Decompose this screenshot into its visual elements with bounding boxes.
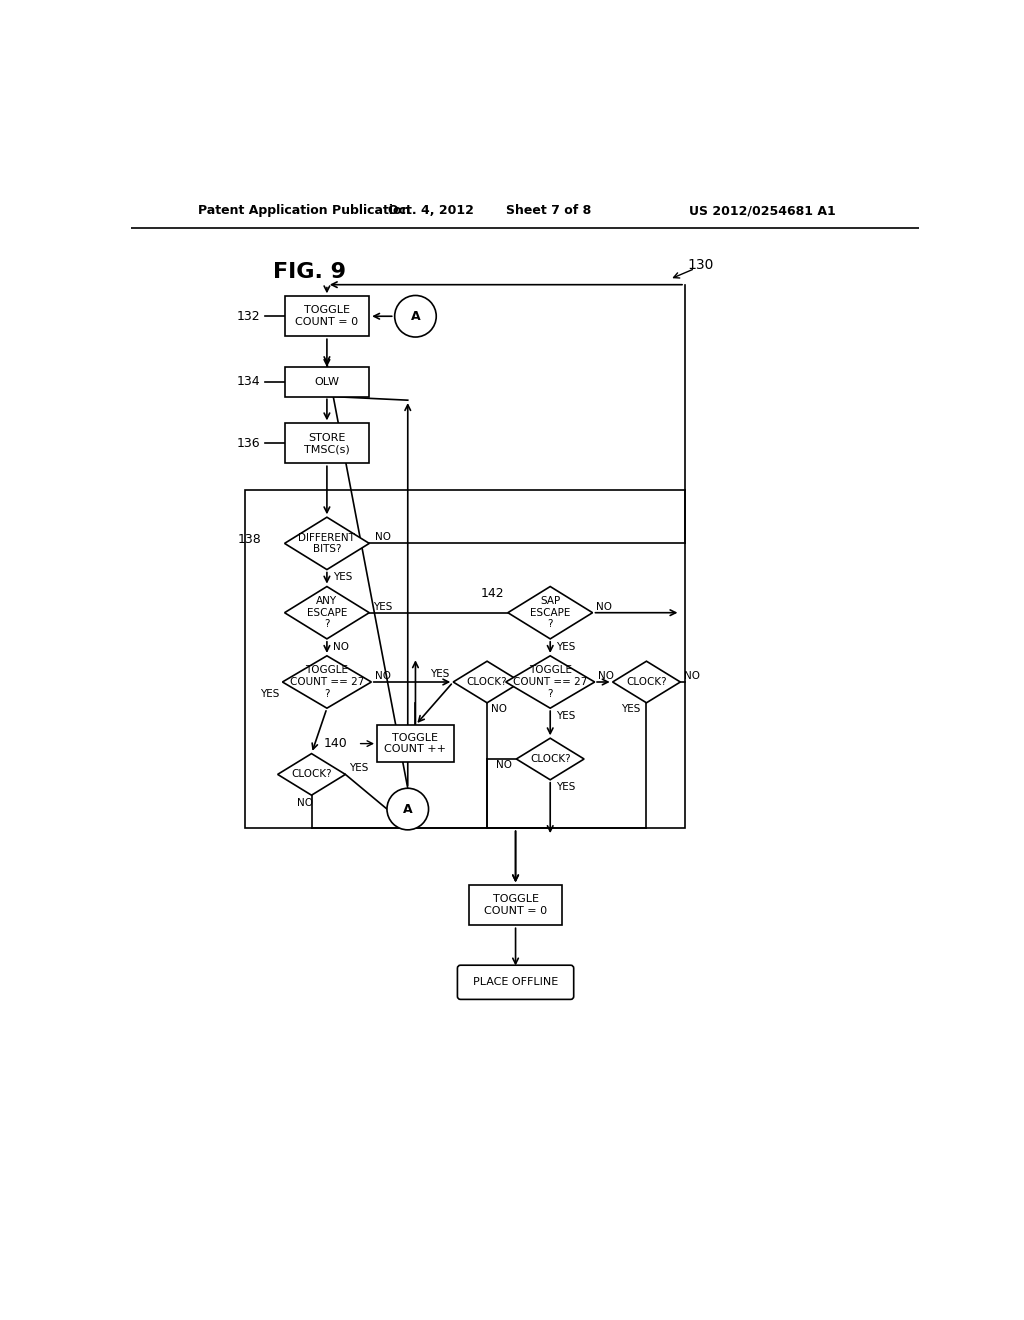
Text: YES: YES bbox=[333, 573, 352, 582]
Text: 138: 138 bbox=[238, 533, 261, 546]
Text: 136: 136 bbox=[237, 437, 260, 450]
FancyBboxPatch shape bbox=[285, 367, 370, 397]
Text: STORE
TMSC(s): STORE TMSC(s) bbox=[304, 433, 350, 454]
Text: PLACE OFFLINE: PLACE OFFLINE bbox=[473, 977, 558, 987]
Text: TOGGLE
COUNT = 0: TOGGLE COUNT = 0 bbox=[295, 305, 358, 327]
Text: Patent Application Publication: Patent Application Publication bbox=[199, 205, 411, 218]
Polygon shape bbox=[508, 586, 593, 639]
Text: ANY
ESCAPE
?: ANY ESCAPE ? bbox=[307, 597, 347, 630]
Circle shape bbox=[387, 788, 429, 830]
Text: YES: YES bbox=[556, 642, 575, 652]
Text: NO: NO bbox=[375, 671, 390, 681]
Text: TOGGLE
COUNT == 27
?: TOGGLE COUNT == 27 ? bbox=[290, 665, 365, 698]
FancyBboxPatch shape bbox=[469, 886, 562, 925]
Text: 132: 132 bbox=[237, 310, 260, 323]
Polygon shape bbox=[283, 656, 372, 708]
Polygon shape bbox=[285, 586, 370, 639]
Text: YES: YES bbox=[621, 704, 640, 714]
FancyBboxPatch shape bbox=[285, 424, 370, 463]
Text: NO: NO bbox=[376, 532, 391, 543]
Text: FIG. 9: FIG. 9 bbox=[273, 263, 346, 282]
Text: CLOCK?: CLOCK? bbox=[626, 677, 667, 686]
Text: NO: NO bbox=[490, 704, 507, 714]
Text: CLOCK?: CLOCK? bbox=[467, 677, 507, 686]
Text: US 2012/0254681 A1: US 2012/0254681 A1 bbox=[688, 205, 836, 218]
Text: NO: NO bbox=[497, 760, 512, 770]
Text: NO: NO bbox=[598, 671, 614, 681]
Polygon shape bbox=[454, 661, 521, 702]
Text: A: A bbox=[411, 310, 420, 323]
Text: 142: 142 bbox=[480, 587, 504, 601]
FancyBboxPatch shape bbox=[377, 725, 454, 762]
Text: SAP
ESCAPE
?: SAP ESCAPE ? bbox=[530, 597, 570, 630]
Text: Sheet 7 of 8: Sheet 7 of 8 bbox=[506, 205, 591, 218]
Text: Oct. 4, 2012: Oct. 4, 2012 bbox=[388, 205, 474, 218]
Text: YES: YES bbox=[349, 763, 369, 774]
FancyBboxPatch shape bbox=[458, 965, 573, 999]
Polygon shape bbox=[285, 517, 370, 570]
Text: NO: NO bbox=[684, 671, 700, 681]
Text: 130: 130 bbox=[687, 257, 714, 272]
Circle shape bbox=[394, 296, 436, 337]
Text: TOGGLE
COUNT ++: TOGGLE COUNT ++ bbox=[384, 733, 446, 755]
Text: YES: YES bbox=[373, 602, 392, 611]
Text: CLOCK?: CLOCK? bbox=[529, 754, 570, 764]
Text: OLW: OLW bbox=[314, 376, 339, 387]
Polygon shape bbox=[278, 754, 345, 795]
Text: TOGGLE
COUNT == 27
?: TOGGLE COUNT == 27 ? bbox=[513, 665, 588, 698]
Text: 140: 140 bbox=[324, 737, 348, 750]
Text: YES: YES bbox=[556, 783, 575, 792]
Text: TOGGLE
COUNT = 0: TOGGLE COUNT = 0 bbox=[484, 895, 547, 916]
Text: 134: 134 bbox=[237, 375, 260, 388]
Polygon shape bbox=[506, 656, 595, 708]
Text: YES: YES bbox=[430, 669, 450, 680]
Text: NO: NO bbox=[297, 797, 313, 808]
Text: NO: NO bbox=[333, 642, 349, 652]
FancyBboxPatch shape bbox=[285, 296, 370, 337]
Polygon shape bbox=[612, 661, 680, 702]
Text: YES: YES bbox=[556, 711, 575, 721]
Text: CLOCK?: CLOCK? bbox=[291, 770, 332, 779]
Text: NO: NO bbox=[596, 602, 612, 611]
Polygon shape bbox=[516, 738, 584, 780]
Text: A: A bbox=[403, 803, 413, 816]
Text: DIFFERENT
BITS?: DIFFERENT BITS? bbox=[298, 532, 355, 554]
Text: YES: YES bbox=[260, 689, 280, 698]
